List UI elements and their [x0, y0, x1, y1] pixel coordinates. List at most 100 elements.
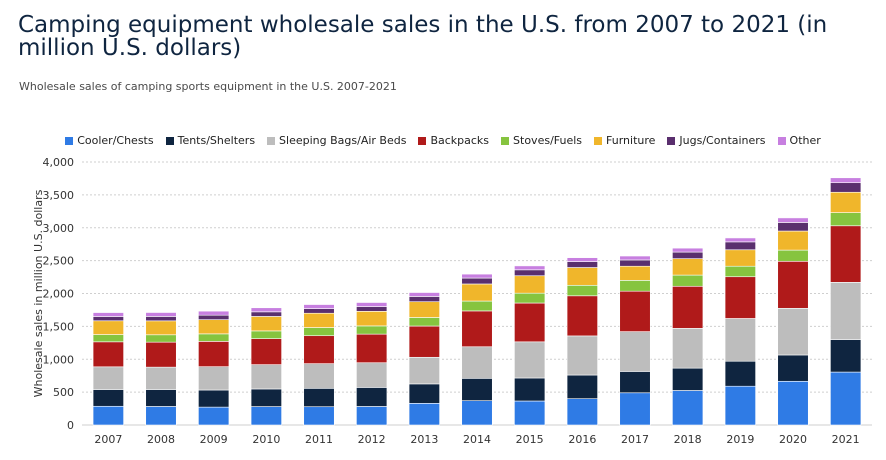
bar-segment — [830, 191, 862, 213]
legend-item[interactable]: Backpacks — [418, 134, 489, 147]
legend-label: Stoves/Fuels — [513, 134, 583, 147]
legend-item[interactable]: Other — [777, 134, 821, 147]
legend-swatch — [667, 136, 676, 145]
legend-item[interactable]: Stoves/Fuels — [501, 134, 582, 147]
bar-segment — [303, 312, 335, 328]
bar-segment — [566, 335, 598, 376]
bar-segment — [672, 390, 704, 426]
x-tick-label: 2012 — [358, 433, 386, 446]
x-tick-label: 2014 — [463, 433, 491, 446]
bar-segment — [198, 406, 230, 426]
bar-segment — [92, 334, 124, 343]
y-tick-label: 3,000 — [43, 222, 75, 235]
bar-segment — [92, 341, 124, 368]
bar-segment — [408, 383, 440, 404]
bar-segment — [92, 389, 124, 407]
bar-segment — [566, 398, 598, 426]
bar-segment — [724, 241, 756, 251]
y-tick-label: 0 — [67, 419, 74, 432]
bar-segment — [145, 406, 177, 426]
bar-segment — [356, 311, 388, 327]
bar-segment — [356, 406, 388, 426]
bar-segment — [566, 295, 598, 337]
x-tick-label: 2019 — [726, 433, 754, 446]
bar-segment — [356, 325, 388, 335]
bar-segment — [356, 362, 388, 388]
legend-item[interactable]: Sleeping Bags/Air Beds — [267, 134, 406, 147]
y-tick-label: 1,500 — [43, 320, 75, 333]
bar-segment — [250, 330, 282, 339]
bar-segment — [672, 258, 704, 276]
bar-segment — [830, 212, 862, 227]
legend-item[interactable]: Cooler/Chests — [65, 134, 154, 147]
bar-segment — [619, 331, 651, 372]
bar-segment — [672, 247, 704, 253]
bar-segment — [145, 320, 177, 336]
bar-segment — [408, 301, 440, 318]
legend-swatch — [501, 136, 510, 145]
bar-segment — [777, 354, 809, 382]
bar-segment — [619, 371, 651, 394]
bar-segment — [566, 257, 598, 262]
legend-swatch — [165, 136, 174, 145]
legend-label: Sleeping Bags/Air Beds — [279, 134, 407, 147]
bar-segment — [303, 308, 335, 314]
bar-segment — [198, 310, 230, 316]
bar-segment — [198, 319, 230, 335]
x-tick-label: 2010 — [252, 433, 280, 446]
y-tick-label: 2,000 — [43, 288, 75, 301]
legend-swatch — [267, 136, 276, 145]
x-tick-label: 2009 — [200, 433, 228, 446]
bar-segment — [250, 338, 282, 365]
bar-segment — [619, 265, 651, 281]
bar-segment — [461, 300, 493, 312]
legend-label: Backpacks — [430, 134, 490, 147]
bar-segment — [408, 325, 440, 358]
legend-swatch — [777, 136, 786, 145]
bar-segment — [777, 249, 809, 262]
bar-segment — [408, 292, 440, 297]
bar-segment — [250, 364, 282, 390]
bar-segment — [514, 341, 546, 379]
legend-item[interactable]: Furniture — [594, 134, 655, 147]
bar-segment — [566, 284, 598, 297]
bar-segment — [777, 217, 809, 223]
x-tick-label: 2011 — [305, 433, 333, 446]
bar-segment — [619, 255, 651, 261]
bar-segment — [514, 377, 546, 402]
bar-segment — [830, 371, 862, 426]
bar-segment — [514, 292, 546, 304]
bar-segment — [514, 400, 546, 426]
bar-segment — [514, 269, 546, 277]
chart-subtitle: Wholesale sales of camping sports equipm… — [19, 80, 397, 93]
y-tick-label: 500 — [53, 386, 74, 399]
bar-segment — [777, 222, 809, 232]
bar-segment — [145, 334, 177, 343]
bar-segment — [724, 385, 756, 426]
x-tick-label: 2008 — [147, 433, 175, 446]
bar-segment — [830, 182, 862, 193]
bar-segment — [514, 275, 546, 294]
bar-segment — [724, 237, 756, 243]
bar-segment — [250, 311, 282, 317]
bar-segment — [408, 296, 440, 303]
bar-segment — [724, 249, 756, 267]
bar-segment — [356, 302, 388, 307]
legend-item[interactable]: Tents/Shelters — [165, 134, 255, 147]
bar-segment — [250, 406, 282, 426]
legend: Cooler/Chests Tents/Shelters Sleeping Bags… — [0, 134, 886, 147]
bar-segment — [92, 312, 124, 317]
legend-item[interactable]: Jugs/Containers — [667, 134, 766, 147]
legend-label: Furniture — [606, 134, 656, 147]
bar-segment — [461, 277, 493, 285]
bar-segment — [145, 389, 177, 407]
bar-segment — [461, 283, 493, 302]
x-tick-label: 2018 — [674, 433, 702, 446]
bar-segment — [619, 290, 651, 332]
bar-segment — [145, 316, 177, 322]
bar-segment — [356, 306, 388, 312]
bar-segment — [566, 261, 598, 268]
x-tick-label: 2020 — [779, 433, 807, 446]
x-tick-label: 2016 — [568, 433, 596, 446]
bar-segment — [672, 251, 704, 259]
